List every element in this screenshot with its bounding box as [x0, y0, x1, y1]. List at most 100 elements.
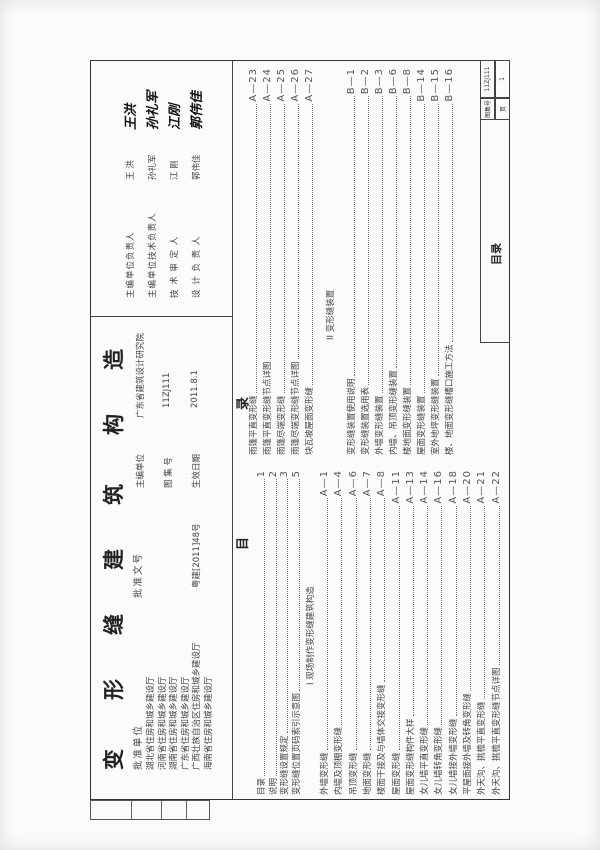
toc-entry: 变形缝位置页码索引示意图 5	[291, 470, 302, 795]
dotted-leader	[452, 103, 453, 343]
dotted-leader	[256, 103, 257, 394]
toc-entry-label: 块瓦坡屋面变形缝	[305, 386, 315, 455]
dotted-leader	[275, 479, 277, 776]
approval-unit: 湖北省住房和城乡建设厅	[146, 676, 156, 770]
toc-entry-label: 地面变形缝	[362, 752, 373, 795]
toc-entry-page: A—13	[404, 470, 416, 504]
toc-entry: 雨篷平直变形缝 A—23	[248, 68, 259, 455]
title-char: 缝	[102, 614, 126, 635]
toc-entry: 外墙变形缝 A—1	[319, 470, 330, 795]
approval-unit-label: 批准单位	[133, 723, 144, 770]
toc-entry-label: 目录	[257, 777, 267, 795]
toc-entry: 楼、地面变形缝槽口施工方法 B—16	[444, 68, 455, 455]
toc-entry-label: 平屋面接外墙及转角变形缝	[463, 692, 473, 795]
dotted-leader	[287, 479, 288, 734]
toc-entry: 平屋面接外墙及转角变形缝 A—20	[462, 470, 473, 795]
toc-entry: 变形缝设置规定 3	[279, 470, 290, 795]
toc-entry-label: 雨篷平直变形缝节点详图	[263, 361, 273, 455]
toc-entry-page: 2	[267, 470, 279, 478]
toc-entry-page: A—14	[419, 470, 431, 504]
effective-date-label: 生效日期	[192, 453, 202, 488]
toc-entry-label: 女儿墙接外墙变形缝	[448, 718, 459, 795]
toc-entry-label: 内墙、吊顶变形缝装置	[389, 369, 399, 455]
toc-entry-label: 外天沟、挑檐平直变形缝节点详图	[491, 667, 502, 795]
toc-entry-page: 1	[256, 470, 267, 478]
dotted-leader	[327, 498, 328, 751]
signatory-role: 主编单位技术负责人	[148, 212, 158, 298]
toc-entry-page: B—2	[360, 68, 371, 95]
dotted-leader	[484, 505, 486, 700]
handwritten-signature: 王洪	[124, 103, 139, 130]
dotted-leader	[498, 505, 500, 666]
toc-entry-label: 外墙变形缝装置	[375, 395, 385, 455]
toc-entry-page: B—16	[444, 68, 455, 102]
signatory-role: 技 术 审 定 人	[170, 235, 180, 298]
toc-entry-page: A—1	[319, 470, 330, 497]
toc-entry-page: 5	[290, 470, 302, 478]
title-char: 建	[102, 549, 126, 570]
toc-entry-page: A—27	[304, 68, 315, 102]
signatory-role: 主编单位负责人	[126, 231, 136, 298]
signatory-name: 王 洪	[126, 160, 136, 180]
toc-entry: 室外地坪变形缝装置 B—15	[430, 68, 441, 455]
section-2-heading: II 变形缝装置	[326, 289, 336, 340]
toc-entry: 外墙变形缝装置 B—3	[374, 68, 385, 455]
toc-entry-page: A—18	[447, 470, 459, 504]
toc-entry-label: 外墙变形缝	[320, 752, 330, 795]
section-1-heading: I 现场制作变形缝建筑构造	[306, 586, 316, 685]
approval-unit: 广西壮族自治区住房和城乡建设厅	[192, 642, 202, 770]
page-cell-value: 1	[495, 60, 510, 98]
toc-entry-page: B—6	[388, 68, 399, 95]
title-block-left	[480, 342, 510, 343]
title-char: 变	[102, 749, 126, 770]
dotted-leader	[412, 505, 414, 717]
toc-entry: 吊顶变形缝 A—6	[348, 470, 359, 795]
toc-entry-label: 屋面变形缝	[391, 752, 402, 795]
toc-entry-label: 室外地坪变形缝装置	[431, 378, 441, 455]
toc-entry: 变形缝装置使用说明 B—1	[346, 68, 357, 455]
toc-entry-label: 吊顶变形缝	[348, 752, 359, 795]
title-char: 筑	[102, 484, 126, 505]
toc-entry-label: 变形缝装置选用表	[361, 386, 371, 455]
toc-entry-page: A—24	[262, 68, 273, 102]
dotted-leader	[396, 96, 397, 368]
dotted-leader	[354, 96, 355, 377]
toc-entry-page: A—16	[433, 470, 445, 504]
handwritten-signature: 孙礼军	[146, 90, 161, 130]
toc-entry: 屋面变形缝 A—11	[391, 470, 402, 795]
dotted-leader	[424, 103, 425, 394]
toc-entry-label: 楼面干接及与墙体交接变形缝	[377, 684, 388, 795]
dotted-leader	[427, 505, 429, 725]
signature-divider	[90, 316, 232, 317]
effective-date-value: 2011.8.1	[190, 370, 200, 408]
dotted-leader	[455, 505, 457, 717]
approval-unit: 河南省住房和城乡建设厅	[157, 676, 168, 770]
toc-entry-label: 变形缝装置使用说明	[347, 378, 357, 455]
toc-entry: 目录 1	[256, 470, 267, 795]
toc-entry-page: B—15	[430, 68, 441, 102]
toc-entry-label: 楼、地面变形缝槽口施工方法	[445, 344, 455, 455]
signatory-name: 江 刚	[170, 160, 180, 180]
toc-entry: 女儿墙接外墙变形缝 A—18	[448, 470, 459, 795]
editor-unit-label: 主编单位	[136, 453, 146, 488]
toc-entry-label: 雨篷尽端变形缝节点详图	[291, 361, 301, 455]
toc-entry-page: A—6	[347, 470, 359, 497]
handwritten-signature: 郭伟佳	[190, 90, 205, 130]
toc-entry-page: A—4	[333, 470, 345, 497]
dotted-leader	[369, 498, 371, 751]
approval-doc-value: 粤建[2011]48号	[192, 523, 202, 588]
toc-entry-label: 女儿墙转角变形缝	[434, 726, 445, 795]
toc-entry-page: B—8	[402, 68, 413, 95]
dotted-leader	[270, 103, 271, 360]
title-block-title: 目录	[490, 243, 503, 265]
toc-entry-label: 外天沟、挑檐平直变形缝	[477, 701, 488, 795]
toc-entry-page: A—23	[248, 68, 259, 102]
toc-entry-label: 楼地面变形缝装置	[403, 386, 413, 455]
toc-entry-label: 女儿墙平直变形缝	[420, 726, 431, 795]
stamp-table	[90, 800, 210, 820]
toc-entry: 女儿墙平直变形缝 A—14	[419, 470, 430, 795]
toc-title-left: 目	[236, 536, 251, 550]
title-char: 形	[102, 679, 126, 700]
toc-entry-page: A—25	[276, 68, 287, 102]
toc-entry: 外天沟、挑檐平直变形缝节点详图 A—22	[491, 470, 502, 795]
